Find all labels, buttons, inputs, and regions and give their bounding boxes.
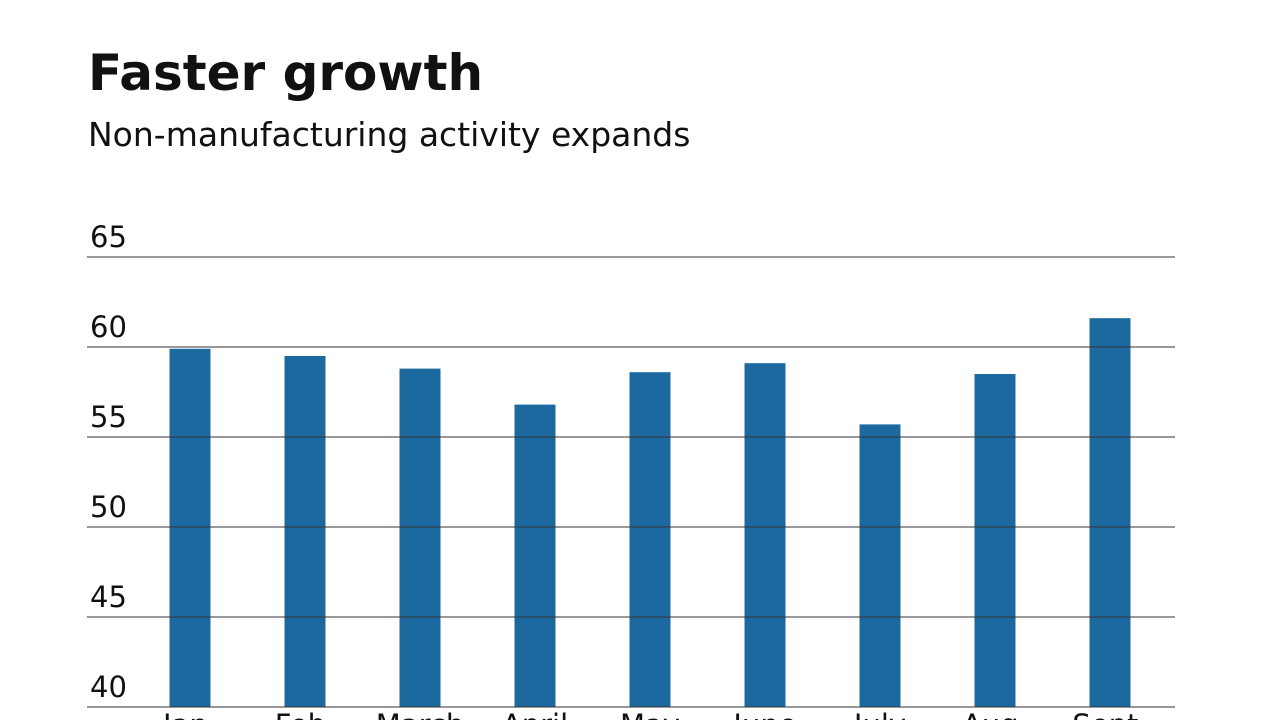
bar	[284, 356, 326, 707]
x-tick-label: April	[502, 708, 568, 720]
bar	[744, 363, 786, 707]
chart-subtitle: Non-manufacturing activity expands	[88, 115, 690, 154]
x-tick-label: June	[731, 708, 796, 720]
bar	[629, 372, 671, 707]
y-tick-label: 65	[90, 220, 127, 254]
bar	[169, 348, 211, 707]
x-tick-label: May	[620, 708, 680, 720]
y-tick-label: 50	[90, 490, 127, 524]
bar	[514, 404, 556, 707]
x-tick-label: March	[376, 708, 464, 720]
x-tick-label: Feb.	[275, 708, 336, 720]
x-tick-label: Sept.	[1072, 708, 1147, 720]
x-tick-label: Jan.	[161, 708, 217, 720]
bar	[399, 368, 441, 707]
y-tick-label: 55	[90, 400, 127, 434]
y-tick-label: 45	[90, 580, 127, 614]
bar	[859, 424, 901, 707]
chart-title: Faster growth	[88, 44, 483, 102]
y-tick-label: 40	[90, 670, 127, 704]
bar	[974, 374, 1016, 707]
x-tick-label: Aug.	[962, 708, 1028, 720]
bar	[1089, 318, 1131, 707]
y-tick-label: 60	[90, 310, 127, 344]
x-tick-label: July	[852, 708, 906, 720]
